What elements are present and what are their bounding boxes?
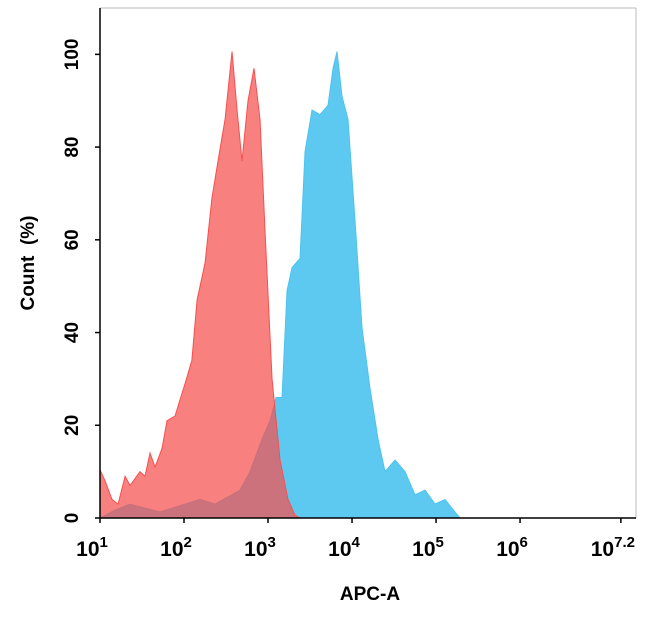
y-tick-label: 20 bbox=[62, 415, 83, 436]
x-tick-label: 103 bbox=[244, 534, 276, 561]
x-tick-label: 101 bbox=[76, 534, 108, 561]
x-tick-label: 105 bbox=[412, 534, 444, 561]
x-tick-label: 107.2 bbox=[591, 534, 635, 561]
y-tick-label: 60 bbox=[62, 229, 83, 250]
x-tick-label: 104 bbox=[328, 534, 360, 561]
x-axis-label: APC-A bbox=[340, 584, 400, 605]
y-tick-label: 0 bbox=[62, 513, 83, 524]
histogram-area bbox=[99, 51, 301, 519]
y-tick-label: 100 bbox=[62, 39, 83, 71]
y-tick-label: 40 bbox=[62, 322, 83, 343]
x-tick-label: 106 bbox=[496, 534, 528, 561]
y-axis-label: Count (%) bbox=[18, 216, 39, 311]
x-tick-label: 102 bbox=[160, 534, 192, 561]
y-tick-label: 80 bbox=[62, 137, 83, 158]
